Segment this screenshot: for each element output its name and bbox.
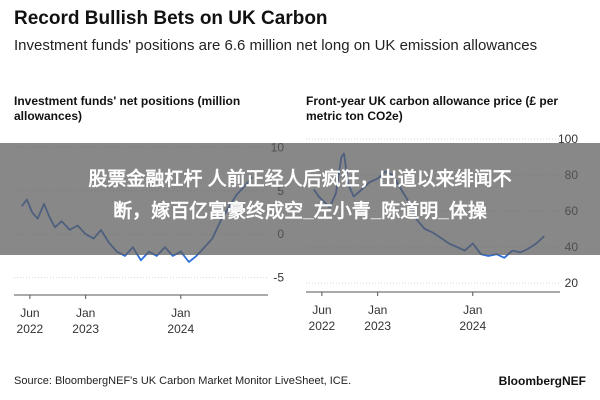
y-tick-label: -5 xyxy=(273,271,284,285)
overlay-banner xyxy=(0,143,600,255)
x-tick-label: 2023 xyxy=(72,322,99,336)
chart-title: Record Bullish Bets on UK Carbon xyxy=(14,8,328,29)
y-tick-label: 100 xyxy=(558,132,578,146)
y-tick-label: 20 xyxy=(565,276,579,290)
x-tick-label: 2022 xyxy=(17,322,44,336)
overlay-text: 股票金融杠杆 人前正经人后疯狂，出道以来绯闻不 断，嫁百亿富豪终成空_左小青_陈… xyxy=(0,164,600,228)
right-panel-title: Front-year UK carbon allowance price (£ … xyxy=(306,94,559,123)
x-tick-label: 2022 xyxy=(309,319,336,333)
brand-logo: BloombergNEF xyxy=(498,374,586,388)
left-panel-title: Investment funds' net positions (million… xyxy=(14,94,241,123)
x-tick-label: 2024 xyxy=(459,319,486,333)
x-tick-label: Jan xyxy=(368,303,387,317)
overlay-line-2: 断，嫁百亿富豪终成空_左小青_陈道明_体操 xyxy=(113,201,487,222)
source-note: Source: BloombergNEF's UK Carbon Market … xyxy=(14,375,352,387)
x-tick-label: Jan xyxy=(171,306,190,320)
x-tick-label: 2023 xyxy=(364,319,391,333)
x-tick-label: 2024 xyxy=(167,322,194,336)
x-tick-label: Jan xyxy=(463,303,482,317)
overlay-line-1: 股票金融杠杆 人前正经人后疯狂，出道以来绯闻不 xyxy=(88,169,512,190)
chart-subtitle: Investment funds' positions are 6.6 mill… xyxy=(14,37,538,54)
x-tick-label: Jun xyxy=(312,303,331,317)
x-tick-label: Jan xyxy=(76,306,95,320)
x-tick-label: Jun xyxy=(20,306,39,320)
